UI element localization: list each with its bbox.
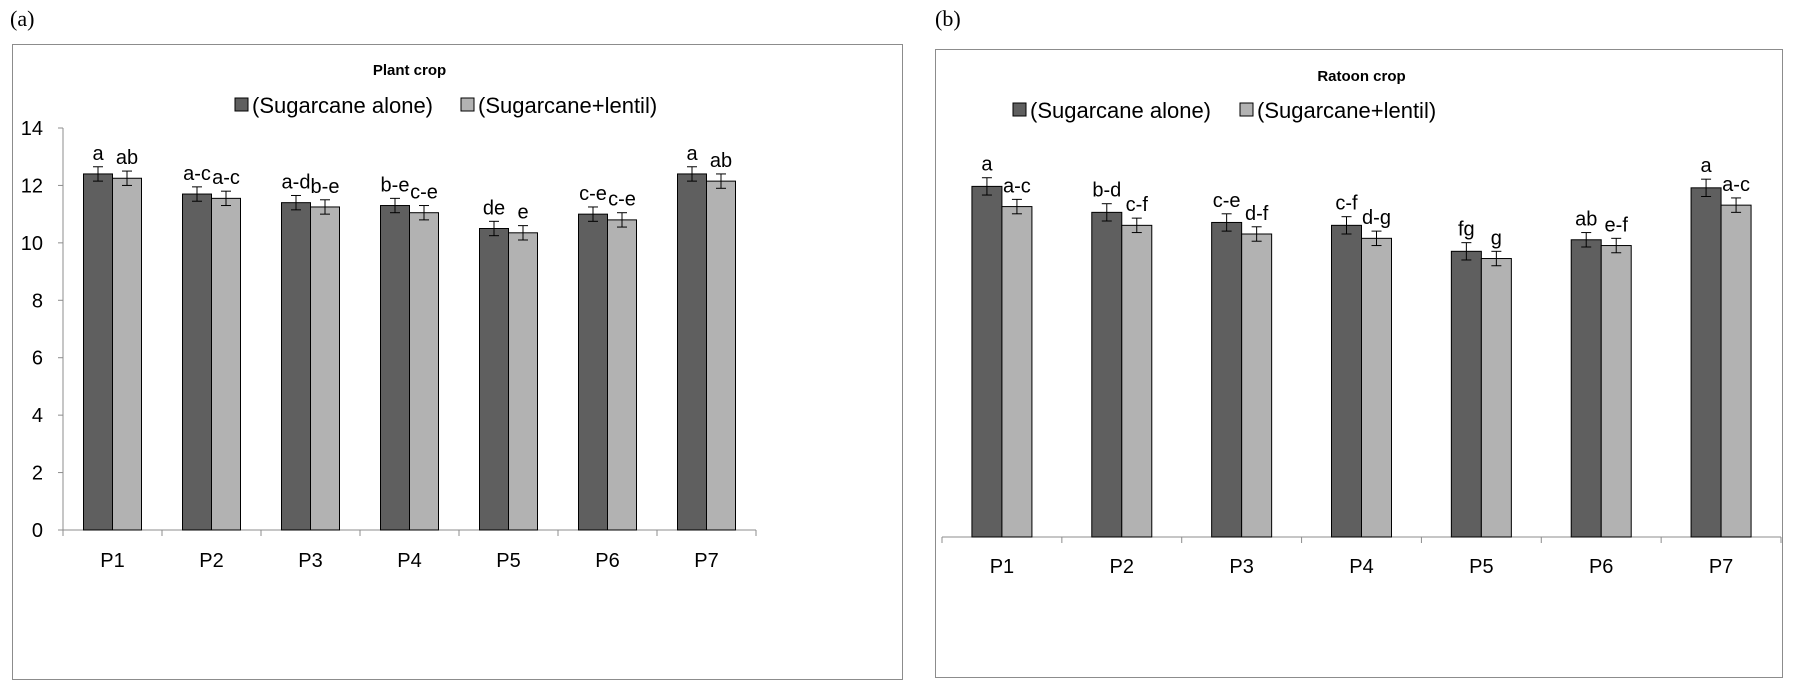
y-tick-label: 8 xyxy=(32,290,43,312)
significance-letter: a-d xyxy=(282,171,311,193)
significance-letter: ab xyxy=(116,147,138,169)
panel-b-label: (b) xyxy=(935,6,961,31)
legend-swatch-2 xyxy=(460,97,475,112)
bar-p5-series-1 xyxy=(479,228,509,531)
bar-p5-series-2 xyxy=(1480,258,1512,538)
significance-letter: c-f xyxy=(1335,193,1358,215)
bar-p5-series-1 xyxy=(1450,250,1482,538)
bar-p7-series-2 xyxy=(706,180,736,531)
significance-letter: ab xyxy=(1575,209,1597,231)
bar-p2-series-2 xyxy=(211,197,241,531)
significance-letter: e-f xyxy=(1605,214,1629,236)
y-tick-label: 6 xyxy=(32,348,43,370)
x-tick-label: P4 xyxy=(1349,556,1373,578)
x-tick-label: P5 xyxy=(496,550,520,572)
legend-label-1: (Sugarcane alone) xyxy=(1030,98,1211,123)
x-tick-label: P3 xyxy=(1229,556,1253,578)
panel-a-label: (a) xyxy=(10,6,35,31)
significance-letter: c-e xyxy=(579,183,607,205)
x-tick-label: P6 xyxy=(1589,556,1613,578)
significance-letter: a-c xyxy=(212,167,240,189)
ratoon-crop-chart-svg: Ratoon crop (Sugarcane alone) (Sugarcane+l… xyxy=(941,68,1782,578)
y-tick-label: 0 xyxy=(32,520,43,542)
x-tick-label: P2 xyxy=(199,550,223,572)
significance-letter: e xyxy=(517,202,528,224)
x-tick-label: P1 xyxy=(100,550,124,572)
x-tick-label: P5 xyxy=(1469,556,1493,578)
bar-p6-series-1 xyxy=(578,213,608,531)
significance-letter: g xyxy=(1491,227,1502,249)
significance-letter: a xyxy=(686,143,698,165)
bar-p2-series-2 xyxy=(1121,224,1153,538)
bar-p7-series-1 xyxy=(1690,187,1722,538)
x-tick-label: P2 xyxy=(1110,556,1134,578)
bar-p7-series-2 xyxy=(1720,204,1752,538)
significance-letter: c-e xyxy=(608,189,636,211)
bar-p4-series-1 xyxy=(1331,224,1362,538)
chart-title: Ratoon crop xyxy=(1317,68,1405,85)
bar-p5-series-2 xyxy=(508,232,538,531)
bar-p3-series-2 xyxy=(1241,233,1273,538)
significance-letter: a-c xyxy=(1722,174,1750,196)
legend-label-2: (Sugarcane+lentil) xyxy=(478,93,657,118)
legend-swatch-1 xyxy=(234,97,249,112)
x-tick-label: P7 xyxy=(1709,556,1733,578)
bar-p7-series-1 xyxy=(677,173,707,531)
x-tick-label: P7 xyxy=(694,550,718,572)
bar-p6-series-1 xyxy=(1570,239,1602,538)
bar-p6-series-2 xyxy=(607,219,637,531)
significance-letter: a xyxy=(92,143,104,165)
y-tick-label: 14 xyxy=(21,118,43,140)
significance-letter: b-e xyxy=(311,176,340,198)
significance-letter: c-e xyxy=(1213,190,1241,212)
significance-letter: ab xyxy=(710,150,732,172)
y-tick-label: 10 xyxy=(21,233,43,255)
bar-p2-series-1 xyxy=(1091,211,1123,538)
bar-p4-series-2 xyxy=(1361,237,1392,538)
chart-title: Plant crop xyxy=(373,62,446,79)
plant-crop-chart-svg: Plant crop (Sugarcane alone) (Sugarcane+le… xyxy=(21,62,757,572)
x-tick-label: P4 xyxy=(397,550,421,572)
significance-letter: a xyxy=(1701,155,1713,177)
bar-p1-series-2 xyxy=(112,177,142,531)
bar-p3-series-1 xyxy=(281,202,311,531)
significance-letter: b-e xyxy=(381,174,410,196)
significance-letter: b-d xyxy=(1092,180,1121,202)
significance-letter: c-e xyxy=(410,182,438,204)
bar-p3-series-1 xyxy=(1211,221,1243,538)
ratoon-crop-chart: Ratoon crop (Sugarcane alone) (Sugarcane+l… xyxy=(935,49,1783,678)
bar-p4-series-1 xyxy=(380,205,410,531)
significance-letter: fg xyxy=(1458,219,1475,241)
significance-letter: d-f xyxy=(1245,203,1269,225)
bar-p2-series-1 xyxy=(182,193,212,531)
bar-p1-series-1 xyxy=(971,185,1003,538)
bar-p3-series-2 xyxy=(310,206,340,531)
bar-p6-series-2 xyxy=(1600,245,1632,538)
legend-label-2: (Sugarcane+lentil) xyxy=(1257,98,1436,123)
significance-letter: de xyxy=(483,197,505,219)
significance-letter: a-c xyxy=(183,163,211,185)
legend-swatch-1 xyxy=(1012,102,1027,117)
legend-swatch-2 xyxy=(1239,102,1254,117)
bar-p1-series-2 xyxy=(1001,206,1033,538)
x-tick-label: P3 xyxy=(298,550,322,572)
significance-letter: a-c xyxy=(1003,175,1031,197)
significance-letter: a xyxy=(981,154,993,176)
y-tick-label: 12 xyxy=(21,175,43,197)
significance-letter: d-g xyxy=(1362,207,1391,229)
x-tick-label: P6 xyxy=(595,550,619,572)
bar-p4-series-2 xyxy=(409,212,439,531)
y-tick-label: 2 xyxy=(32,463,43,485)
significance-letter: c-f xyxy=(1126,194,1149,216)
x-tick-label: P1 xyxy=(990,556,1014,578)
bar-p1-series-1 xyxy=(83,173,113,531)
plant-crop-chart: Plant crop (Sugarcane alone) (Sugarcane+le… xyxy=(12,44,903,680)
legend-label-1: (Sugarcane alone) xyxy=(252,93,433,118)
y-tick-label: 4 xyxy=(32,405,43,427)
